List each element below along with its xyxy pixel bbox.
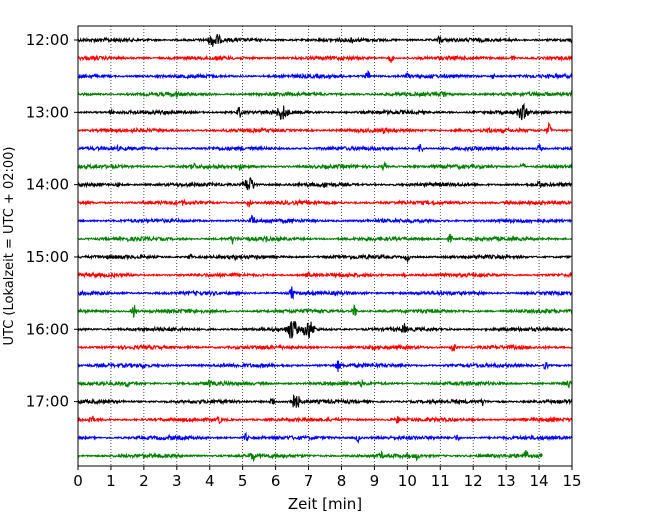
trace-1215 xyxy=(77,54,573,63)
x-tick-label-5: 5 xyxy=(238,472,248,490)
trace-1500 xyxy=(77,253,573,264)
trace-1545 xyxy=(77,303,573,318)
trace-1415 xyxy=(77,198,573,208)
x-tick-label-10: 10 xyxy=(398,472,417,490)
x-tick-label-6: 6 xyxy=(271,472,281,490)
trace-1615 xyxy=(77,343,573,352)
y-axis: 12:00 13:00 14:00 15:00 16:00 17:00 xyxy=(26,31,78,411)
x-tick-label-9: 9 xyxy=(370,472,380,490)
x-tick-label-0: 0 xyxy=(73,472,83,490)
trace-1515 xyxy=(77,271,573,279)
y-tick-label-1: 13:00 xyxy=(26,103,69,121)
trace-1600 xyxy=(77,320,573,339)
trace-1230 xyxy=(77,70,573,80)
traces-group xyxy=(77,33,573,463)
trace-1245 xyxy=(77,90,573,98)
plot-frame xyxy=(77,25,573,467)
y-axis-label: UTC (Lokalzeit = UTC + 02:00) xyxy=(2,147,17,346)
trace-1645 xyxy=(77,378,573,389)
x-tick-label-11: 11 xyxy=(431,472,450,490)
trace-1730 xyxy=(77,431,573,445)
trace-1345 xyxy=(77,160,573,172)
x-tick-label-15: 15 xyxy=(562,472,581,490)
trace-1445 xyxy=(77,233,573,245)
y-tick-label-0: 12:00 xyxy=(26,31,69,49)
x-axis: 0 1 2 3 4 5 6 7 8 9 10 11 12 13 14 15 xyxy=(73,466,582,490)
trace-1630 xyxy=(77,360,573,373)
trace-1300 xyxy=(77,102,573,121)
y-tick-label-5: 17:00 xyxy=(26,393,69,411)
trace-1700 xyxy=(77,393,573,408)
y-tick-label-2: 14:00 xyxy=(26,176,69,194)
trace-1745 xyxy=(77,449,543,463)
trace-1315 xyxy=(77,121,573,135)
trace-1330 xyxy=(77,143,573,153)
trace-1715 xyxy=(77,415,573,425)
trace-1400 xyxy=(77,176,573,191)
trace-1530 xyxy=(77,286,573,300)
trace-1430 xyxy=(77,214,573,225)
x-tick-label-4: 4 xyxy=(205,472,215,490)
x-tick-label-7: 7 xyxy=(304,472,314,490)
x-tick-label-14: 14 xyxy=(530,472,549,490)
x-tick-label-12: 12 xyxy=(464,472,483,490)
y-tick-label-4: 16:00 xyxy=(26,320,69,338)
x-axis-label: Zeit [min] xyxy=(288,495,362,513)
y-tick-label-3: 15:00 xyxy=(26,248,69,266)
x-tick-label-13: 13 xyxy=(497,472,516,490)
x-tick-label-1: 1 xyxy=(106,472,116,490)
trace-1200 xyxy=(77,33,573,47)
x-tick-label-2: 2 xyxy=(139,472,149,490)
x-tick-label-3: 3 xyxy=(172,472,182,490)
x-tick-label-8: 8 xyxy=(337,472,347,490)
